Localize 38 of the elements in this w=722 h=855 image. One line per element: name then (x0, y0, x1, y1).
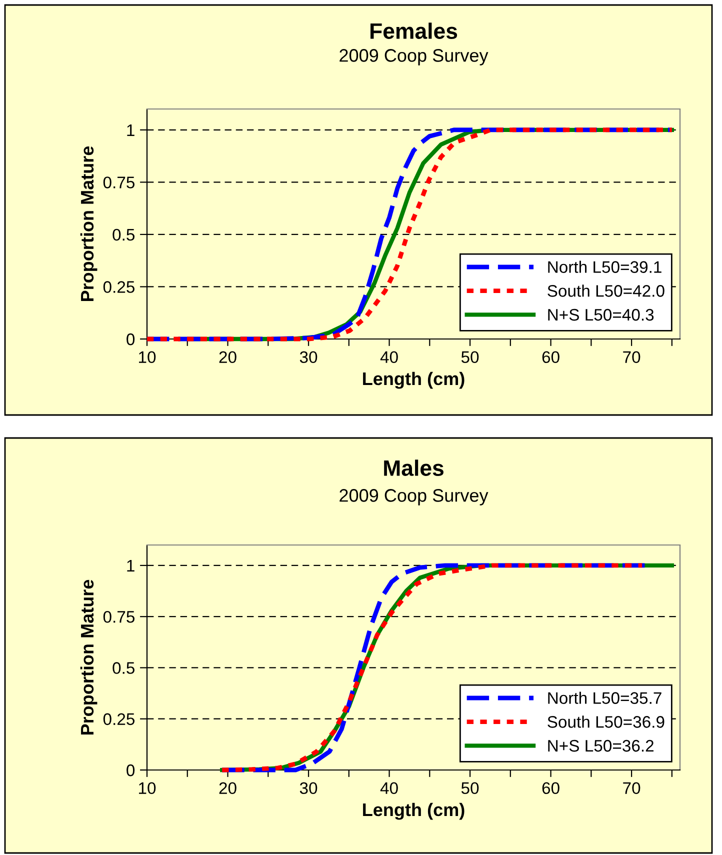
x-axis-title: Length (cm) (363, 372, 464, 389)
y-tick-label: 0 (126, 764, 135, 776)
y-tick-label: 0.25 (103, 281, 134, 293)
y-tick-label: 1 (127, 124, 134, 136)
legend-label: N+S L50=36.2 (548, 740, 654, 752)
y-tick-label: 0.25 (103, 713, 134, 726)
x-tick-label: 60 (542, 351, 560, 364)
chart-subtitle: 2009 Coop Survey (340, 489, 488, 506)
x-tick-label: 50 (461, 351, 479, 364)
x-tick-label: 20 (219, 782, 236, 794)
y-axis-title: Proportion Mature (80, 580, 98, 735)
y-tick-label: 1 (127, 560, 134, 572)
x-tick-label: 60 (542, 782, 560, 794)
y-tick-label: 0.75 (103, 610, 134, 623)
chart-title: Females (370, 22, 458, 39)
y-tick-label: 0.5 (112, 662, 134, 674)
y-tick-label: 0.5 (112, 228, 134, 241)
legend-label: North L50=39.1 (548, 260, 662, 273)
x-tick-label: 40 (380, 782, 398, 794)
y-tick-label: 0.75 (103, 176, 134, 188)
x-tick-label: 30 (300, 782, 318, 794)
legend-label: South L50=36.9 (548, 716, 664, 728)
x-tick-label: 20 (219, 351, 236, 364)
chart-subtitle: 2009 Coop Survey (340, 49, 488, 66)
x-tick-label: 10 (139, 351, 156, 364)
x-tick-label: 30 (300, 351, 318, 364)
x-tick-label: 40 (380, 351, 398, 364)
x-tick-label: 10 (139, 782, 156, 794)
legend-label: N+S L50=40.3 (548, 308, 654, 321)
legend-label: North L50=35.7 (548, 692, 662, 704)
y-tick-label: 0 (126, 333, 135, 346)
legend-label: South L50=42.0 (548, 284, 664, 297)
x-tick-label: 50 (461, 782, 479, 794)
x-tick-label: 70 (623, 351, 640, 364)
y-axis-title: Proportion Mature (80, 146, 98, 302)
x-axis-title: Length (cm) (363, 802, 464, 820)
chart-title: Males (384, 460, 444, 476)
x-tick-label: 70 (623, 782, 640, 794)
